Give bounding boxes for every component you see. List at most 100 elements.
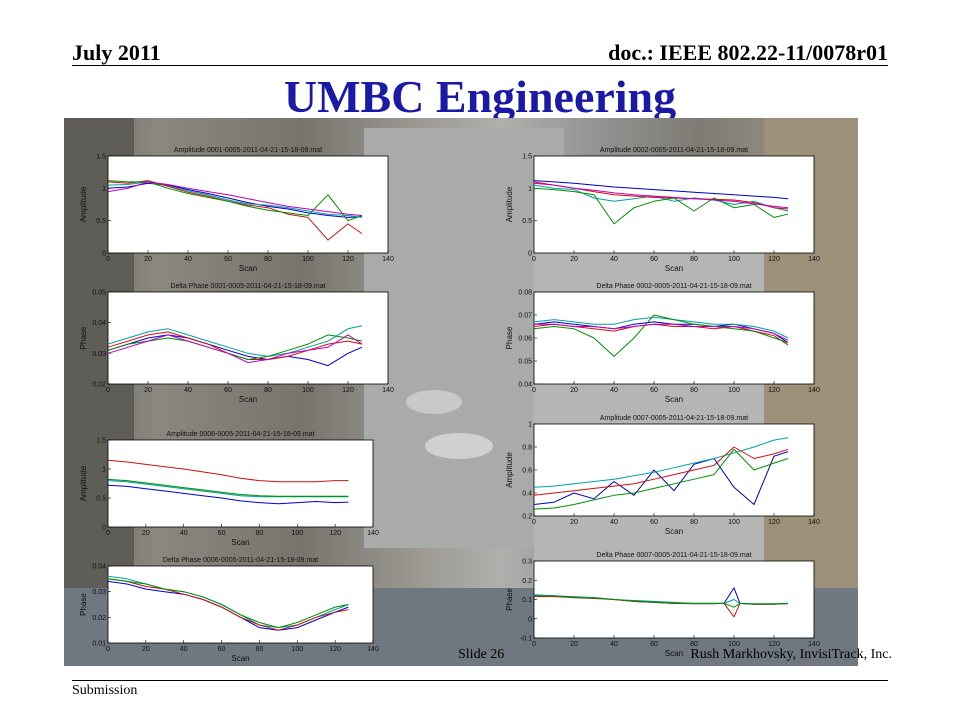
x-tick-label: 60 [218,530,226,537]
y-tick-label: 0.5 [96,218,106,225]
series-line [533,316,789,339]
footer-submission: Submission [72,683,138,698]
x-tick-label: 100 [291,646,303,653]
plot-amplitude-0002: Amplitude 0002-0005-2011-04-21-15-18-09.… [505,140,826,275]
y-axis-label: Amplitude [505,186,514,222]
x-tick-label: 20 [142,646,150,653]
axes-box [107,565,374,644]
x-tick-label: 0 [106,646,110,653]
x-tick-label: 40 [184,256,192,263]
x-tick-label: 120 [768,387,780,394]
series-line [533,180,789,200]
y-tick-label: 1 [102,186,106,193]
chart-svg: Delta Phase 0006-0005-2011-04-21-15-18-0… [79,557,379,663]
chart-svg: Amplitude 0002-0005-2011-04-21-15-18-09.… [505,147,820,273]
x-axis-label: Scan [231,538,249,547]
x-tick-label: 120 [329,646,341,653]
y-tick-label: 0.04 [518,382,532,389]
x-tick-label: 20 [142,530,150,537]
fountain-lower [425,433,493,459]
x-axis-label: Scan [239,264,257,273]
y-tick-label: 0 [528,616,532,623]
x-tick-label: 60 [650,641,658,648]
x-tick-label: 120 [342,387,354,394]
y-tick-label: 0.2 [522,514,532,521]
header-date: July 2011 [72,40,161,65]
series-line [533,446,789,496]
series-line [107,325,363,357]
x-tick-label: 60 [224,387,232,394]
x-tick-label: 20 [570,256,578,263]
y-tick-label: 0.1 [522,597,532,604]
y-tick-label: 1 [528,186,532,193]
axes-box [107,291,389,385]
x-tick-label: 0 [532,256,536,263]
plot-amplitude-0001: Amplitude 0001-0005-2011-04-21-15-18-09.… [79,140,400,275]
x-tick-label: 40 [610,519,618,526]
x-tick-label: 20 [144,256,152,263]
y-tick-label: 1 [102,467,106,474]
series-line [533,437,789,488]
x-tick-label: 100 [728,641,740,648]
x-tick-label: 140 [367,646,379,653]
y-tick-label: 1 [528,422,532,429]
x-tick-label: 140 [367,530,379,537]
y-tick-label: 0.05 [518,359,532,366]
series-line [533,448,789,510]
x-tick-label: 0 [532,387,536,394]
y-tick-label: 0.5 [96,496,106,503]
x-tick-label: 40 [180,646,188,653]
axes-box [533,560,815,639]
chart-svg: Delta Phase 0001-0005-2011-04-21-15-18-0… [79,283,394,404]
x-tick-label: 60 [224,256,232,263]
x-tick-label: 120 [768,641,780,648]
x-tick-label: 20 [570,519,578,526]
chart-title: Delta Phase 0002-0005-2011-04-21-15-18-0… [596,283,751,290]
x-tick-label: 80 [256,646,264,653]
series-line [533,595,789,608]
chart-svg: Amplitude 0001-0005-2011-04-21-15-18-09.… [79,147,394,273]
x-axis-label: Scan [665,395,683,404]
x-tick-label: 40 [610,256,618,263]
chart-svg: Amplitude 0007-0005-2011-04-21-15-18-09.… [505,415,820,536]
header-doc-id: doc.: IEEE 802.22-11/0078r01 [608,40,888,65]
series-line [107,180,363,222]
axes-box [533,291,815,385]
x-tick-label: 140 [808,256,820,263]
x-axis-label: Scan [665,527,683,536]
x-tick-label: 120 [342,256,354,263]
x-tick-label: 40 [180,530,188,537]
chart-title: Amplitude 0006-0005-2011-04-21-15-18-09.… [166,431,314,438]
chart-title: Amplitude 0007-0005-2011-04-21-15-18-09.… [600,415,748,422]
y-axis-label: Phase [505,588,514,611]
plot-delta-phase-0007: Delta Phase 0007-0005-2011-04-21-15-18-0… [505,545,826,660]
x-tick-label: 80 [264,256,272,263]
x-tick-label: 20 [570,641,578,648]
y-tick-label: 0.04 [92,564,106,571]
series-line [107,334,363,363]
y-tick-label: 0.01 [92,641,106,648]
y-tick-label: 0.08 [518,290,532,297]
series-line [107,484,349,505]
series-line [107,182,363,218]
x-tick-label: 100 [302,256,314,263]
y-tick-label: 0.03 [92,351,106,358]
y-tick-label: 0.07 [518,313,532,320]
y-tick-label: 0.04 [92,320,106,327]
slide-title: UMBC Engineering [283,71,677,122]
y-tick-label: 0.02 [92,382,106,389]
author-credit: Rush Markhovsky, InvisiTrack, Inc. [690,647,892,662]
x-tick-label: 100 [728,519,740,526]
y-tick-label: 1.5 [96,154,106,161]
x-axis-label: Scan [239,395,257,404]
x-tick-label: 40 [184,387,192,394]
chart-svg: Delta Phase 0007-0005-2011-04-21-15-18-0… [505,552,820,658]
steel-panel [364,128,564,548]
x-tick-label: 60 [650,519,658,526]
y-tick-label: 0.4 [522,491,532,498]
x-tick-label: 120 [768,519,780,526]
x-tick-label: 140 [382,387,394,394]
x-tick-label: 60 [650,256,658,263]
chart-svg: Amplitude 0006-0005-2011-04-21-15-18-09.… [79,431,379,547]
plot-delta-phase-0006: Delta Phase 0006-0005-2011-04-21-15-18-0… [79,550,385,665]
